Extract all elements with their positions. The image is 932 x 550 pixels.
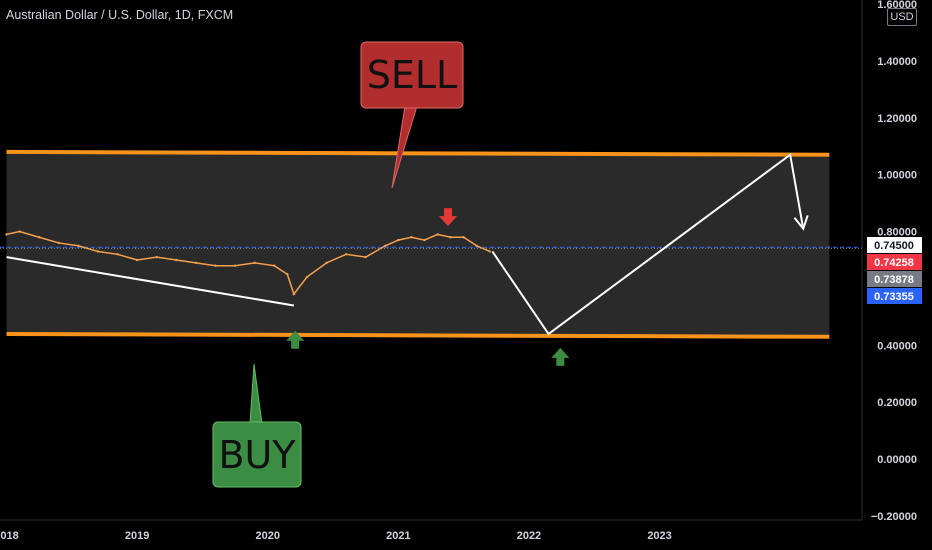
price-tag-box: [867, 254, 922, 270]
price-point: [384, 244, 387, 247]
price-tag-label: 0.74500: [874, 240, 914, 252]
markers-layer: [286, 208, 570, 366]
price-point: [410, 236, 413, 239]
price-point: [292, 292, 296, 296]
y-tick-label: 0.40000: [877, 340, 917, 352]
price-point: [18, 230, 21, 233]
projection-arrowhead: [793, 215, 809, 231]
price-tag-box: [867, 271, 922, 287]
price-point: [77, 244, 80, 247]
sell-callout-text: SELL: [367, 53, 457, 97]
price-tag-label: 0.73878: [874, 274, 914, 286]
price-tag-box: [867, 237, 922, 253]
buy-callout[interactable]: BUY: [212, 363, 302, 488]
price-tag-label: 0.74258: [874, 257, 914, 269]
x-tick-label: 2019: [125, 530, 149, 542]
y-tick-label: 1.20000: [877, 113, 917, 125]
price-point: [175, 258, 178, 262]
price-point: [37, 236, 41, 239]
price-point: [325, 261, 328, 265]
buy-arrow-icon[interactable]: [286, 330, 305, 349]
price-point: [436, 233, 439, 236]
channel-upper-line[interactable]: [6, 149, 830, 157]
price-point: [273, 264, 276, 267]
y-tick-label: −0.20000: [871, 511, 917, 523]
x-tick-label: 2018: [0, 530, 19, 542]
price-point: [57, 241, 60, 245]
price-point: [423, 238, 426, 242]
y-tick-label: 0.20000: [877, 397, 917, 409]
buy-callout-box: [212, 421, 302, 488]
price-point: [135, 258, 139, 262]
price-point: [397, 238, 400, 242]
price-tags: 0.74500 0.74258 0.73878 0.73355: [867, 237, 922, 304]
price-point: [462, 236, 465, 239]
price-tag-box: [867, 288, 922, 304]
channel-fill: [6, 151, 830, 337]
price-point: [253, 261, 256, 265]
y-tick-label: 1.40000: [877, 56, 917, 68]
price-point: [364, 255, 367, 259]
sell-arrow-icon[interactable]: [438, 208, 457, 227]
price-point: [475, 244, 478, 247]
price-point: [449, 236, 452, 239]
price-point: [96, 250, 100, 253]
y-tick-label: 0.80000: [877, 227, 917, 239]
y-tick-label: 1.00000: [877, 170, 917, 182]
price-point: [155, 255, 158, 259]
y-tick-label: 0.00000: [877, 454, 917, 466]
price-point: [305, 275, 309, 279]
y-axis[interactable]: 1.60000 1.40000 1.20000 1.00000 0.80000 0.400…: [871, 0, 917, 523]
trendline[interactable]: [6, 256, 295, 307]
channel-lower-line[interactable]: [6, 331, 830, 339]
x-tick-label: 2020: [256, 530, 280, 542]
series-layer: [5, 230, 491, 296]
price-point: [214, 264, 217, 267]
price-point: [5, 233, 8, 236]
price-point: [233, 264, 237, 267]
price-point: [344, 253, 348, 256]
price-series-line[interactable]: [6, 230, 491, 296]
y-tick-label: 1.60000: [877, 0, 917, 11]
price-tag-label: 0.73355: [874, 291, 914, 303]
price-point: [194, 261, 198, 265]
chart-title: Australian Dollar / U.S. Dollar, 1D, FXC…: [6, 8, 234, 22]
x-tick-label: 2021: [386, 530, 410, 542]
price-point: [286, 273, 289, 276]
x-tick-label: 2022: [517, 530, 541, 542]
price-point: [116, 253, 119, 256]
projection-path[interactable]: [491, 152, 805, 336]
sell-callout[interactable]: SELL: [360, 41, 464, 189]
buy-callout-text: BUY: [218, 433, 296, 477]
currency-selector[interactable]: USD: [887, 8, 917, 26]
sell-callout-box: [360, 41, 464, 109]
price-point: [488, 250, 491, 253]
x-axis[interactable]: 2018 2019 2020 2021 2022 2023: [0, 530, 672, 542]
buy-arrow-icon[interactable]: [551, 347, 570, 366]
x-tick-label: 2023: [647, 530, 671, 542]
